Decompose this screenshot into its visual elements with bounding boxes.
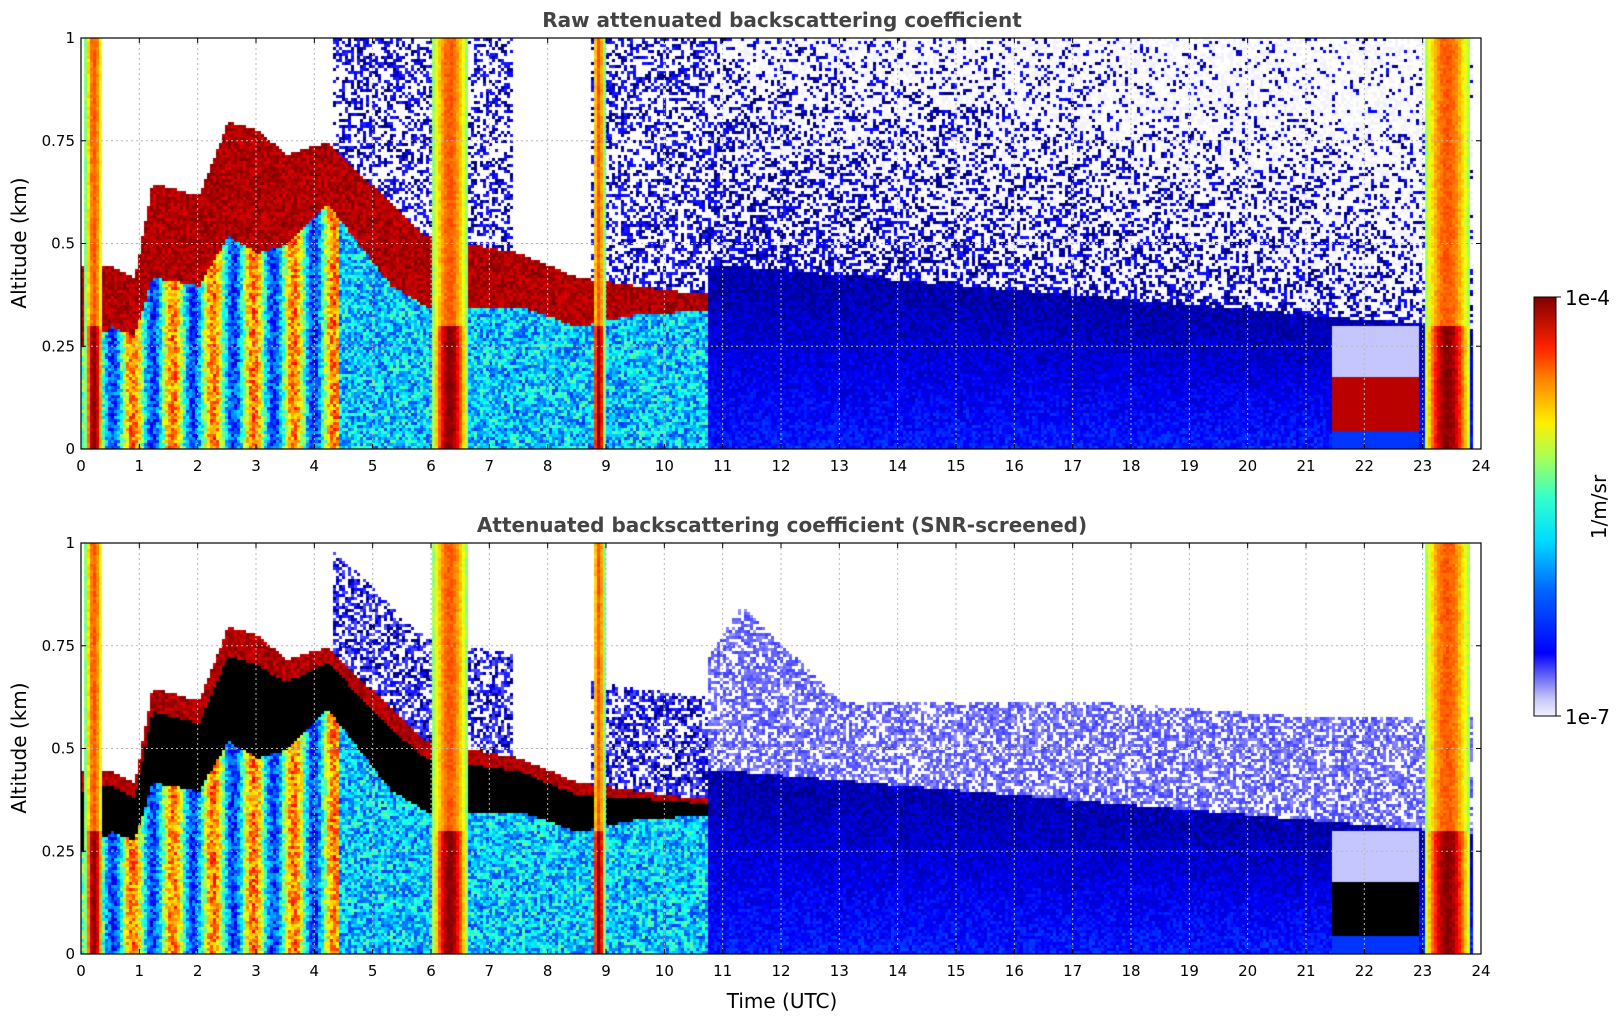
x-tick-label: 19	[1180, 962, 1199, 980]
x-tick-label: 7	[485, 457, 495, 475]
x-tick-label: 19	[1180, 457, 1199, 475]
colorbar-max-label: 1e-4	[1565, 286, 1610, 310]
y-tick-label: 0.25	[42, 337, 75, 355]
x-tick-label: 21	[1296, 962, 1315, 980]
x-tick-label: 20	[1238, 457, 1257, 475]
x-tick-label: 24	[1471, 962, 1490, 980]
x-tick-label: 15	[946, 457, 965, 475]
x-tick-label: 16	[1005, 962, 1024, 980]
panel-snr-y-label: Altitude (km)	[7, 682, 31, 813]
panel-snr-grid	[81, 543, 1481, 954]
x-tick-label: 8	[543, 457, 553, 475]
x-tick-label: 5	[368, 457, 378, 475]
x-tick-label: 3	[251, 457, 261, 475]
x-tick-label: 6	[426, 962, 436, 980]
x-tick-label: 0	[76, 457, 86, 475]
panel-snr-x-axis: 0 1 2 3 4 5 6 7 8 9 10 11 12 13 14 15 16 17 18 19 20 21 22 23 24	[76, 543, 1491, 980]
x-tick-label: 4	[310, 962, 320, 980]
x-tick-label: 18	[1121, 962, 1140, 980]
x-tick-label: 17	[1063, 457, 1082, 475]
x-tick-label: 18	[1121, 457, 1140, 475]
x-tick-label: 10	[655, 457, 674, 475]
x-tick-label: 14	[888, 457, 907, 475]
y-tick-label: 0	[65, 440, 75, 458]
x-tick-label: 10	[655, 962, 674, 980]
colorbar-unit-label: 1/m/sr	[1587, 474, 1611, 539]
panel-raw-grid	[81, 38, 1481, 449]
x-tick-label: 5	[368, 962, 378, 980]
y-tick-label: 1	[65, 29, 75, 47]
panel-snr-screened: Attenuated backscattering coefficient (S…	[7, 513, 1491, 1013]
x-tick-label: 21	[1296, 457, 1315, 475]
x-tick-label: 13	[830, 962, 849, 980]
x-tick-label: 17	[1063, 962, 1082, 980]
x-tick-label: 11	[713, 962, 732, 980]
x-tick-label: 7	[485, 962, 495, 980]
x-tick-label: 9	[601, 962, 611, 980]
x-tick-label: 6	[426, 457, 436, 475]
x-axis-label: Time (UTC)	[726, 989, 838, 1013]
x-tick-label: 13	[830, 457, 849, 475]
x-tick-label: 0	[76, 962, 86, 980]
panel-raw: Raw attenuated backscattering coefficien…	[7, 8, 1491, 475]
panel-raw-title: Raw attenuated backscattering coefficien…	[542, 8, 1022, 32]
x-tick-label: 2	[193, 962, 203, 980]
x-tick-label: 2	[193, 457, 203, 475]
y-tick-label: 0.25	[42, 842, 75, 860]
x-tick-label: 12	[771, 457, 790, 475]
panel-raw-y-label: Altitude (km)	[7, 177, 31, 308]
panel-snr-title: Attenuated backscattering coefficient (S…	[477, 513, 1087, 537]
x-tick-label: 23	[1413, 457, 1432, 475]
x-tick-label: 1	[135, 457, 145, 475]
x-tick-label: 4	[310, 457, 320, 475]
panel-raw-x-axis: 0 1 2 3 4 5 6 7 8 9 10 11 12 13 14 15 16 17 18 19 20 21 22 23 24	[76, 38, 1491, 475]
x-tick-label: 11	[713, 457, 732, 475]
x-tick-label: 22	[1355, 457, 1374, 475]
x-tick-label: 24	[1471, 457, 1490, 475]
x-tick-label: 22	[1355, 962, 1374, 980]
x-tick-label: 20	[1238, 962, 1257, 980]
colorbar: 1e-4 1e-7 1/m/sr	[1533, 286, 1611, 729]
y-tick-label: 0.75	[42, 132, 75, 150]
y-tick-label: 0.5	[51, 235, 75, 253]
panel-snr-y-axis: 0 0.25 0.5 0.75 1	[42, 534, 1481, 963]
x-tick-label: 15	[946, 962, 965, 980]
panel-raw-y-axis: 0 0.25 0.5 0.75 1	[42, 29, 1481, 458]
x-tick-label: 1	[135, 962, 145, 980]
x-tick-label: 14	[888, 962, 907, 980]
y-tick-label: 0.75	[42, 637, 75, 655]
x-tick-label: 16	[1005, 457, 1024, 475]
x-tick-label: 8	[543, 962, 553, 980]
colorbar-min-label: 1e-7	[1565, 705, 1610, 729]
y-tick-label: 1	[65, 534, 75, 552]
x-tick-label: 3	[251, 962, 261, 980]
y-tick-label: 0.5	[51, 740, 75, 758]
y-tick-label: 0	[65, 945, 75, 963]
x-tick-label: 12	[771, 962, 790, 980]
x-tick-label: 23	[1413, 962, 1432, 980]
colorbar-gradient	[1533, 296, 1557, 717]
x-tick-label: 9	[601, 457, 611, 475]
